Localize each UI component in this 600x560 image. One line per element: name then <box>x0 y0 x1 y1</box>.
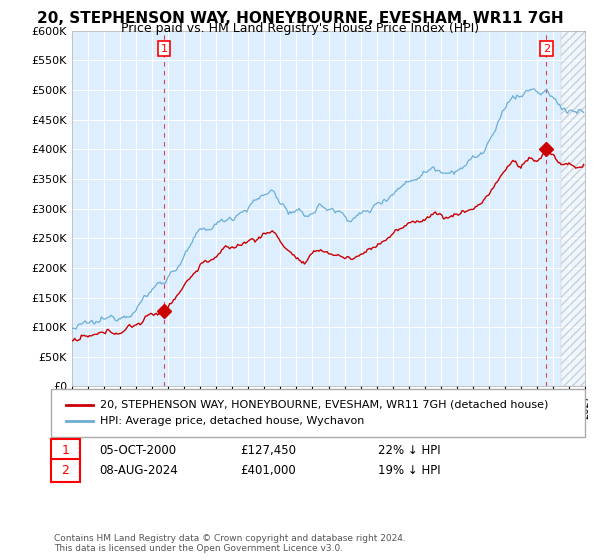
Text: 22% ↓ HPI: 22% ↓ HPI <box>378 444 440 458</box>
Text: 05-OCT-2000: 05-OCT-2000 <box>99 444 176 458</box>
Text: HPI: Average price, detached house, Wychavon: HPI: Average price, detached house, Wych… <box>100 417 365 426</box>
Text: Contains HM Land Registry data © Crown copyright and database right 2024.
This d: Contains HM Land Registry data © Crown c… <box>54 534 406 553</box>
Text: 19% ↓ HPI: 19% ↓ HPI <box>378 464 440 477</box>
Text: £401,000: £401,000 <box>240 464 296 477</box>
Text: £127,450: £127,450 <box>240 444 296 458</box>
Text: 1: 1 <box>61 444 70 458</box>
Text: 08-AUG-2024: 08-AUG-2024 <box>99 464 178 477</box>
Text: Price paid vs. HM Land Registry's House Price Index (HPI): Price paid vs. HM Land Registry's House … <box>121 22 479 35</box>
Text: 20, STEPHENSON WAY, HONEYBOURNE, EVESHAM, WR11 7GH: 20, STEPHENSON WAY, HONEYBOURNE, EVESHAM… <box>37 11 563 26</box>
Text: 2: 2 <box>61 464 70 477</box>
Text: 1: 1 <box>161 44 167 54</box>
Text: 2: 2 <box>542 44 550 54</box>
Text: 20, STEPHENSON WAY, HONEYBOURNE, EVESHAM, WR11 7GH (detached house): 20, STEPHENSON WAY, HONEYBOURNE, EVESHAM… <box>100 400 548 409</box>
